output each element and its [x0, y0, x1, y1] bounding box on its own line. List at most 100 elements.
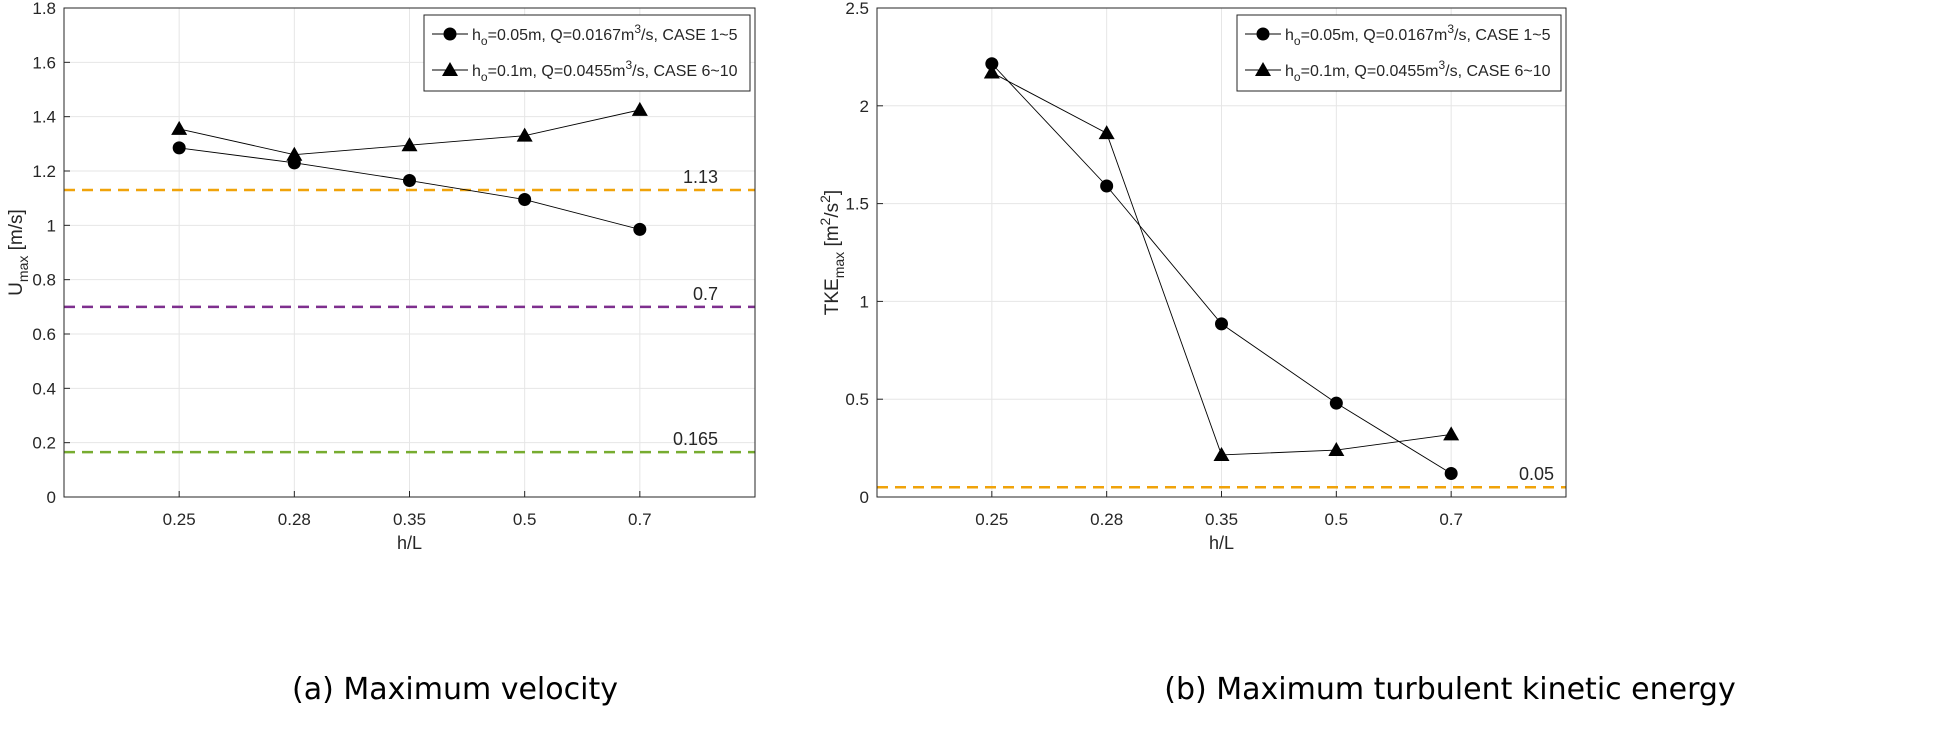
legend-box: [1236, 14, 1562, 92]
y-tick-label: 1.2: [32, 162, 56, 181]
legend-text: =0.05m, Q=0.0167m: [488, 27, 635, 44]
y-tick-label: 0: [47, 488, 56, 507]
legend-text: /s, CASE 6~10: [1445, 63, 1550, 80]
data-point-circle: [518, 193, 532, 207]
legend-sup: 3: [625, 58, 632, 72]
y-axis-label-sup: 2: [817, 195, 833, 203]
legend-text: /s, CASE 1~5: [1454, 27, 1551, 44]
y-tick-label: 2.5: [845, 0, 869, 18]
y-axis-label-main: TKE: [822, 278, 843, 315]
caption-b: (b) Maximum turbulent kinetic energy: [1164, 672, 1736, 707]
reference-line-label: 0.05: [1519, 464, 1554, 484]
reference-line-label: 0.7: [693, 284, 718, 304]
legend-sub: o: [481, 34, 488, 48]
y-tick-label: 1.5: [845, 195, 869, 214]
legend-text: h: [1285, 27, 1294, 44]
data-point-circle: [1100, 179, 1114, 193]
legend-entry: ho=0.1m, Q=0.0455m3/s, CASE 6~10: [472, 58, 738, 84]
x-tick-label: 0.7: [1439, 510, 1463, 529]
legend-sup: 3: [634, 22, 641, 36]
legend-text: =0.05m, Q=0.0167m: [1301, 27, 1448, 44]
y-axis-label-unit: ]: [822, 190, 843, 195]
caption-a: (a) Maximum velocity: [292, 672, 618, 707]
data-point-triangle: [983, 64, 1000, 79]
x-tick-label: 0.28: [1090, 510, 1123, 529]
x-axis-label: h/L: [397, 533, 422, 553]
y-tick-label: 1.8: [32, 0, 56, 18]
legend-marker-triangle: [442, 62, 458, 76]
data-point-triangle: [1098, 125, 1115, 140]
legend-entry: ho=0.1m, Q=0.0455m3/s, CASE 6~10: [1285, 58, 1551, 84]
data-point-triangle: [631, 101, 648, 116]
legend-text: h: [1285, 63, 1294, 80]
x-axis-label: h/L: [1209, 533, 1234, 553]
x-tick-label: 0.7: [628, 510, 652, 529]
y-tick-label: 1.4: [32, 108, 56, 127]
legend-marker-circle: [1256, 27, 1270, 41]
legend-text: h: [472, 27, 481, 44]
reference-line-label: 0.165: [673, 429, 718, 449]
legend-text: /s, CASE 1~5: [641, 27, 738, 44]
data-point-circle: [1329, 396, 1343, 410]
legend-sub: o: [1294, 70, 1301, 84]
legend-text: /s, CASE 6~10: [632, 63, 737, 80]
y-axis-label-unit: /s: [822, 203, 843, 218]
data-point-triangle: [286, 146, 303, 161]
legend-sup: 3: [1447, 22, 1454, 36]
y-axis-label-sub: max: [15, 256, 31, 282]
x-tick-label: 0.5: [513, 510, 537, 529]
legend-text: h: [472, 63, 481, 80]
y-axis-label: Umax [m/s]: [6, 209, 31, 296]
data-point-triangle: [1328, 442, 1345, 457]
data-point-circle: [1444, 467, 1458, 481]
data-point-circle: [403, 174, 416, 188]
y-tick-label: 0.2: [32, 434, 56, 453]
x-tick-label: 0.25: [163, 510, 196, 529]
y-axis-label-sup: 2: [817, 217, 833, 225]
data-point-circle: [1215, 317, 1228, 331]
data-point-triangle: [401, 137, 418, 152]
y-tick-label: 0.8: [32, 271, 56, 290]
x-tick-label: 0.35: [393, 510, 426, 529]
y-axis-label-unit: [m/s]: [6, 209, 27, 255]
legend-sup: 3: [1438, 58, 1445, 72]
y-tick-label: 1.6: [32, 53, 56, 72]
legend-text: =0.1m, Q=0.0455m: [1301, 63, 1439, 80]
legend-entry: ho=0.05m, Q=0.0167m3/s, CASE 1~5: [1285, 22, 1551, 48]
legend: ho=0.05m, Q=0.0167m3/s, CASE 1~5ho=0.1m,…: [1236, 14, 1562, 92]
legend: ho=0.05m, Q=0.0167m3/s, CASE 1~5ho=0.1m,…: [423, 14, 751, 92]
chart-b-maximum-tke: 0.05 0 0.5 1 1.5 2 2.5 0.25 0.28 0.35 0.5 0.7 h/L TKE…: [817, 0, 1567, 553]
y-tick-label: 2: [860, 97, 869, 116]
y-axis-label-main: U: [6, 282, 27, 296]
y-tick-label: 0: [860, 488, 869, 507]
data-point-circle: [172, 141, 186, 155]
grid: [64, 8, 755, 497]
y-tick-label: 0.6: [32, 325, 56, 344]
x-tick-label: 0.25: [975, 510, 1008, 529]
reference-line-label: 1.13: [683, 167, 718, 187]
x-tick-label: 0.5: [1325, 510, 1349, 529]
legend-marker-triangle: [1255, 62, 1271, 76]
data-point-circle: [985, 57, 999, 71]
data-point-triangle: [516, 127, 533, 142]
legend-sub: o: [1294, 34, 1301, 48]
y-tick-label: 1: [47, 216, 56, 235]
y-axis-label: TKEmax [m2/s2]: [817, 190, 847, 315]
data-point-circle: [633, 222, 647, 236]
legend-sub: o: [481, 70, 488, 84]
x-tick-label: 0.35: [1205, 510, 1238, 529]
data-point-triangle: [1213, 446, 1230, 461]
data-point-triangle: [171, 120, 188, 135]
y-axis-label-sub: max: [831, 252, 847, 278]
legend-entry: ho=0.05m, Q=0.0167m3/s, CASE 1~5: [472, 22, 738, 48]
legend-text: =0.1m, Q=0.0455m: [488, 63, 626, 80]
legend-marker-circle: [443, 27, 457, 41]
y-tick-label: 0.5: [845, 390, 869, 409]
data-point-triangle: [1443, 426, 1460, 441]
y-tick-label: 1: [860, 292, 869, 311]
chart-a-maximum-velocity: 1.13 0.7 0.165 0 0.2 0.4 0.6 0.8 1 1.2 1.4 1.6 1.8 0.…: [6, 0, 756, 553]
legend-box: [423, 14, 751, 92]
y-tick-label: 0.4: [32, 379, 56, 398]
x-tick-label: 0.28: [278, 510, 311, 529]
